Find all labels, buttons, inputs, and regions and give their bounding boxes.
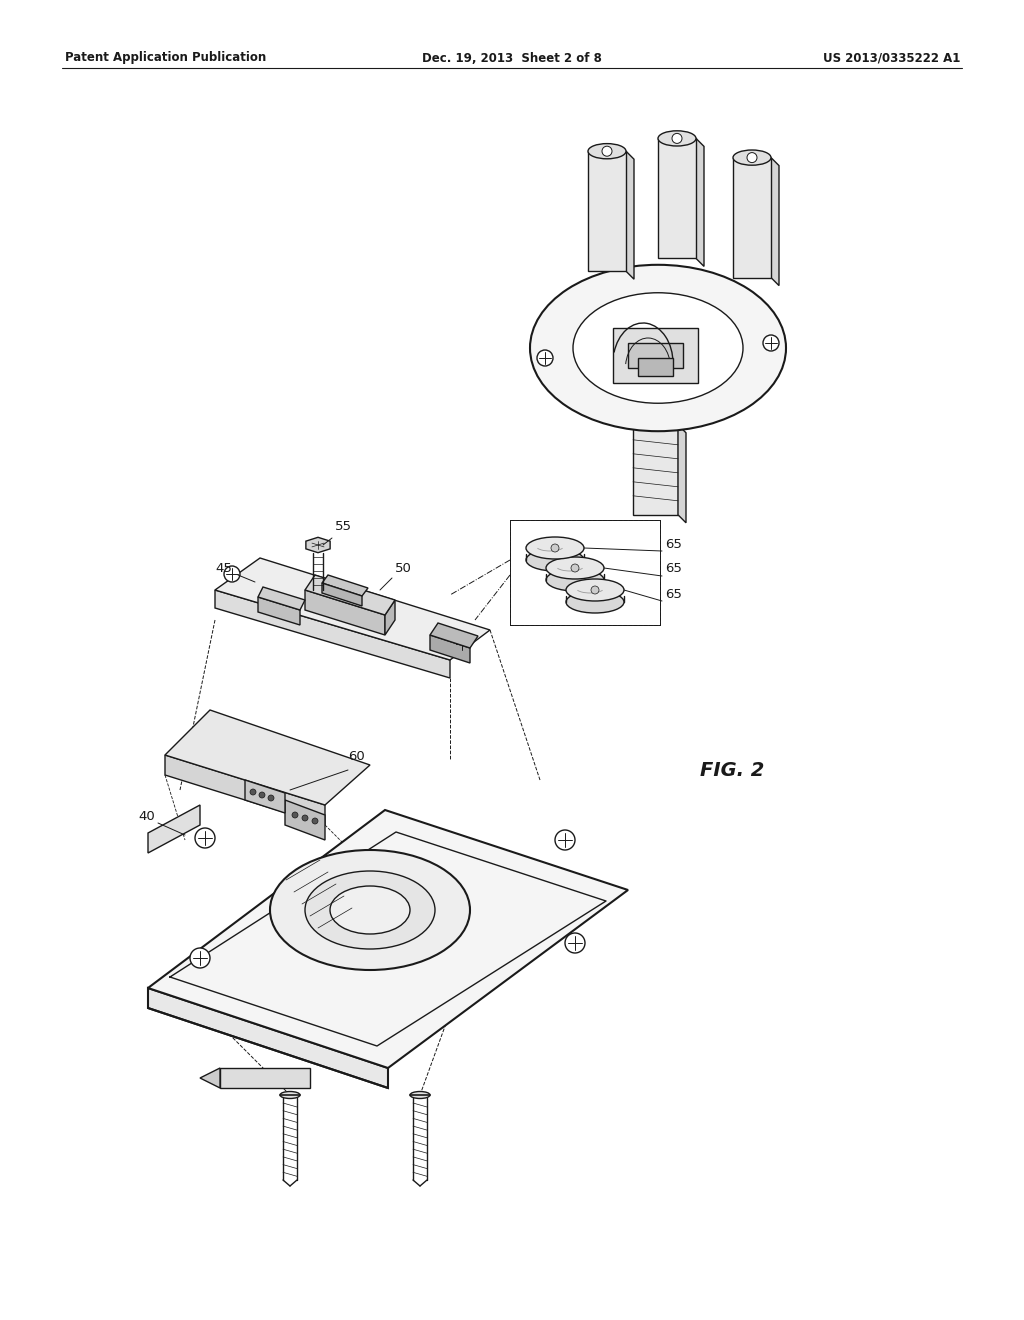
Circle shape xyxy=(602,147,612,156)
Polygon shape xyxy=(215,558,490,660)
Ellipse shape xyxy=(530,265,786,432)
Polygon shape xyxy=(148,987,388,1088)
Polygon shape xyxy=(148,805,200,853)
Polygon shape xyxy=(305,576,395,615)
Polygon shape xyxy=(200,1068,220,1088)
Polygon shape xyxy=(385,601,395,635)
Circle shape xyxy=(302,814,308,821)
Circle shape xyxy=(591,586,599,594)
Polygon shape xyxy=(430,635,470,663)
Circle shape xyxy=(537,350,553,366)
Ellipse shape xyxy=(270,850,470,970)
Circle shape xyxy=(551,544,559,552)
Polygon shape xyxy=(215,590,450,678)
Text: 45: 45 xyxy=(215,562,231,576)
Circle shape xyxy=(224,566,240,582)
Polygon shape xyxy=(771,157,779,285)
Ellipse shape xyxy=(566,579,624,601)
Ellipse shape xyxy=(658,131,696,147)
Ellipse shape xyxy=(566,591,624,612)
Circle shape xyxy=(250,789,256,795)
Ellipse shape xyxy=(546,557,604,579)
Ellipse shape xyxy=(588,144,626,158)
Circle shape xyxy=(672,133,682,144)
Circle shape xyxy=(565,933,585,953)
Polygon shape xyxy=(638,358,673,376)
Ellipse shape xyxy=(280,1092,300,1098)
Text: 65: 65 xyxy=(665,587,682,601)
Polygon shape xyxy=(322,583,362,606)
Text: Dec. 19, 2013  Sheet 2 of 8: Dec. 19, 2013 Sheet 2 of 8 xyxy=(422,51,602,65)
Ellipse shape xyxy=(526,549,584,572)
Circle shape xyxy=(571,564,579,572)
Ellipse shape xyxy=(526,537,584,558)
Ellipse shape xyxy=(330,886,410,935)
Polygon shape xyxy=(678,425,686,523)
Text: US 2013/0335222 A1: US 2013/0335222 A1 xyxy=(822,51,961,65)
Polygon shape xyxy=(258,587,305,610)
Polygon shape xyxy=(733,157,771,277)
Polygon shape xyxy=(148,810,628,1068)
Text: FIG. 2: FIG. 2 xyxy=(700,760,764,780)
Text: 60: 60 xyxy=(348,750,365,763)
Ellipse shape xyxy=(733,150,771,165)
Polygon shape xyxy=(220,1068,310,1088)
Text: 65: 65 xyxy=(665,539,682,550)
Polygon shape xyxy=(258,597,300,624)
Circle shape xyxy=(312,818,318,824)
Polygon shape xyxy=(245,780,285,813)
Ellipse shape xyxy=(305,871,435,949)
Circle shape xyxy=(292,812,298,818)
Polygon shape xyxy=(322,576,368,597)
Polygon shape xyxy=(285,800,325,840)
Text: 65: 65 xyxy=(665,562,682,576)
Ellipse shape xyxy=(546,569,604,591)
Polygon shape xyxy=(696,139,705,267)
Circle shape xyxy=(259,792,265,799)
Ellipse shape xyxy=(410,1092,430,1098)
Text: 50: 50 xyxy=(395,562,412,576)
Polygon shape xyxy=(430,623,478,648)
Polygon shape xyxy=(165,755,325,825)
Circle shape xyxy=(763,335,779,351)
Ellipse shape xyxy=(573,293,743,403)
Text: 55: 55 xyxy=(335,520,352,533)
Polygon shape xyxy=(306,537,330,553)
Polygon shape xyxy=(613,327,698,383)
Circle shape xyxy=(195,828,215,847)
Circle shape xyxy=(190,948,210,968)
Circle shape xyxy=(454,636,470,652)
Text: Patent Application Publication: Patent Application Publication xyxy=(65,51,266,65)
Circle shape xyxy=(555,830,575,850)
Polygon shape xyxy=(305,590,385,635)
Polygon shape xyxy=(626,152,634,280)
Polygon shape xyxy=(165,710,370,805)
Circle shape xyxy=(268,795,274,801)
Polygon shape xyxy=(658,139,696,259)
Polygon shape xyxy=(628,343,683,368)
Polygon shape xyxy=(588,152,626,271)
Text: 40: 40 xyxy=(138,810,155,822)
Polygon shape xyxy=(633,425,678,515)
Circle shape xyxy=(746,153,757,162)
